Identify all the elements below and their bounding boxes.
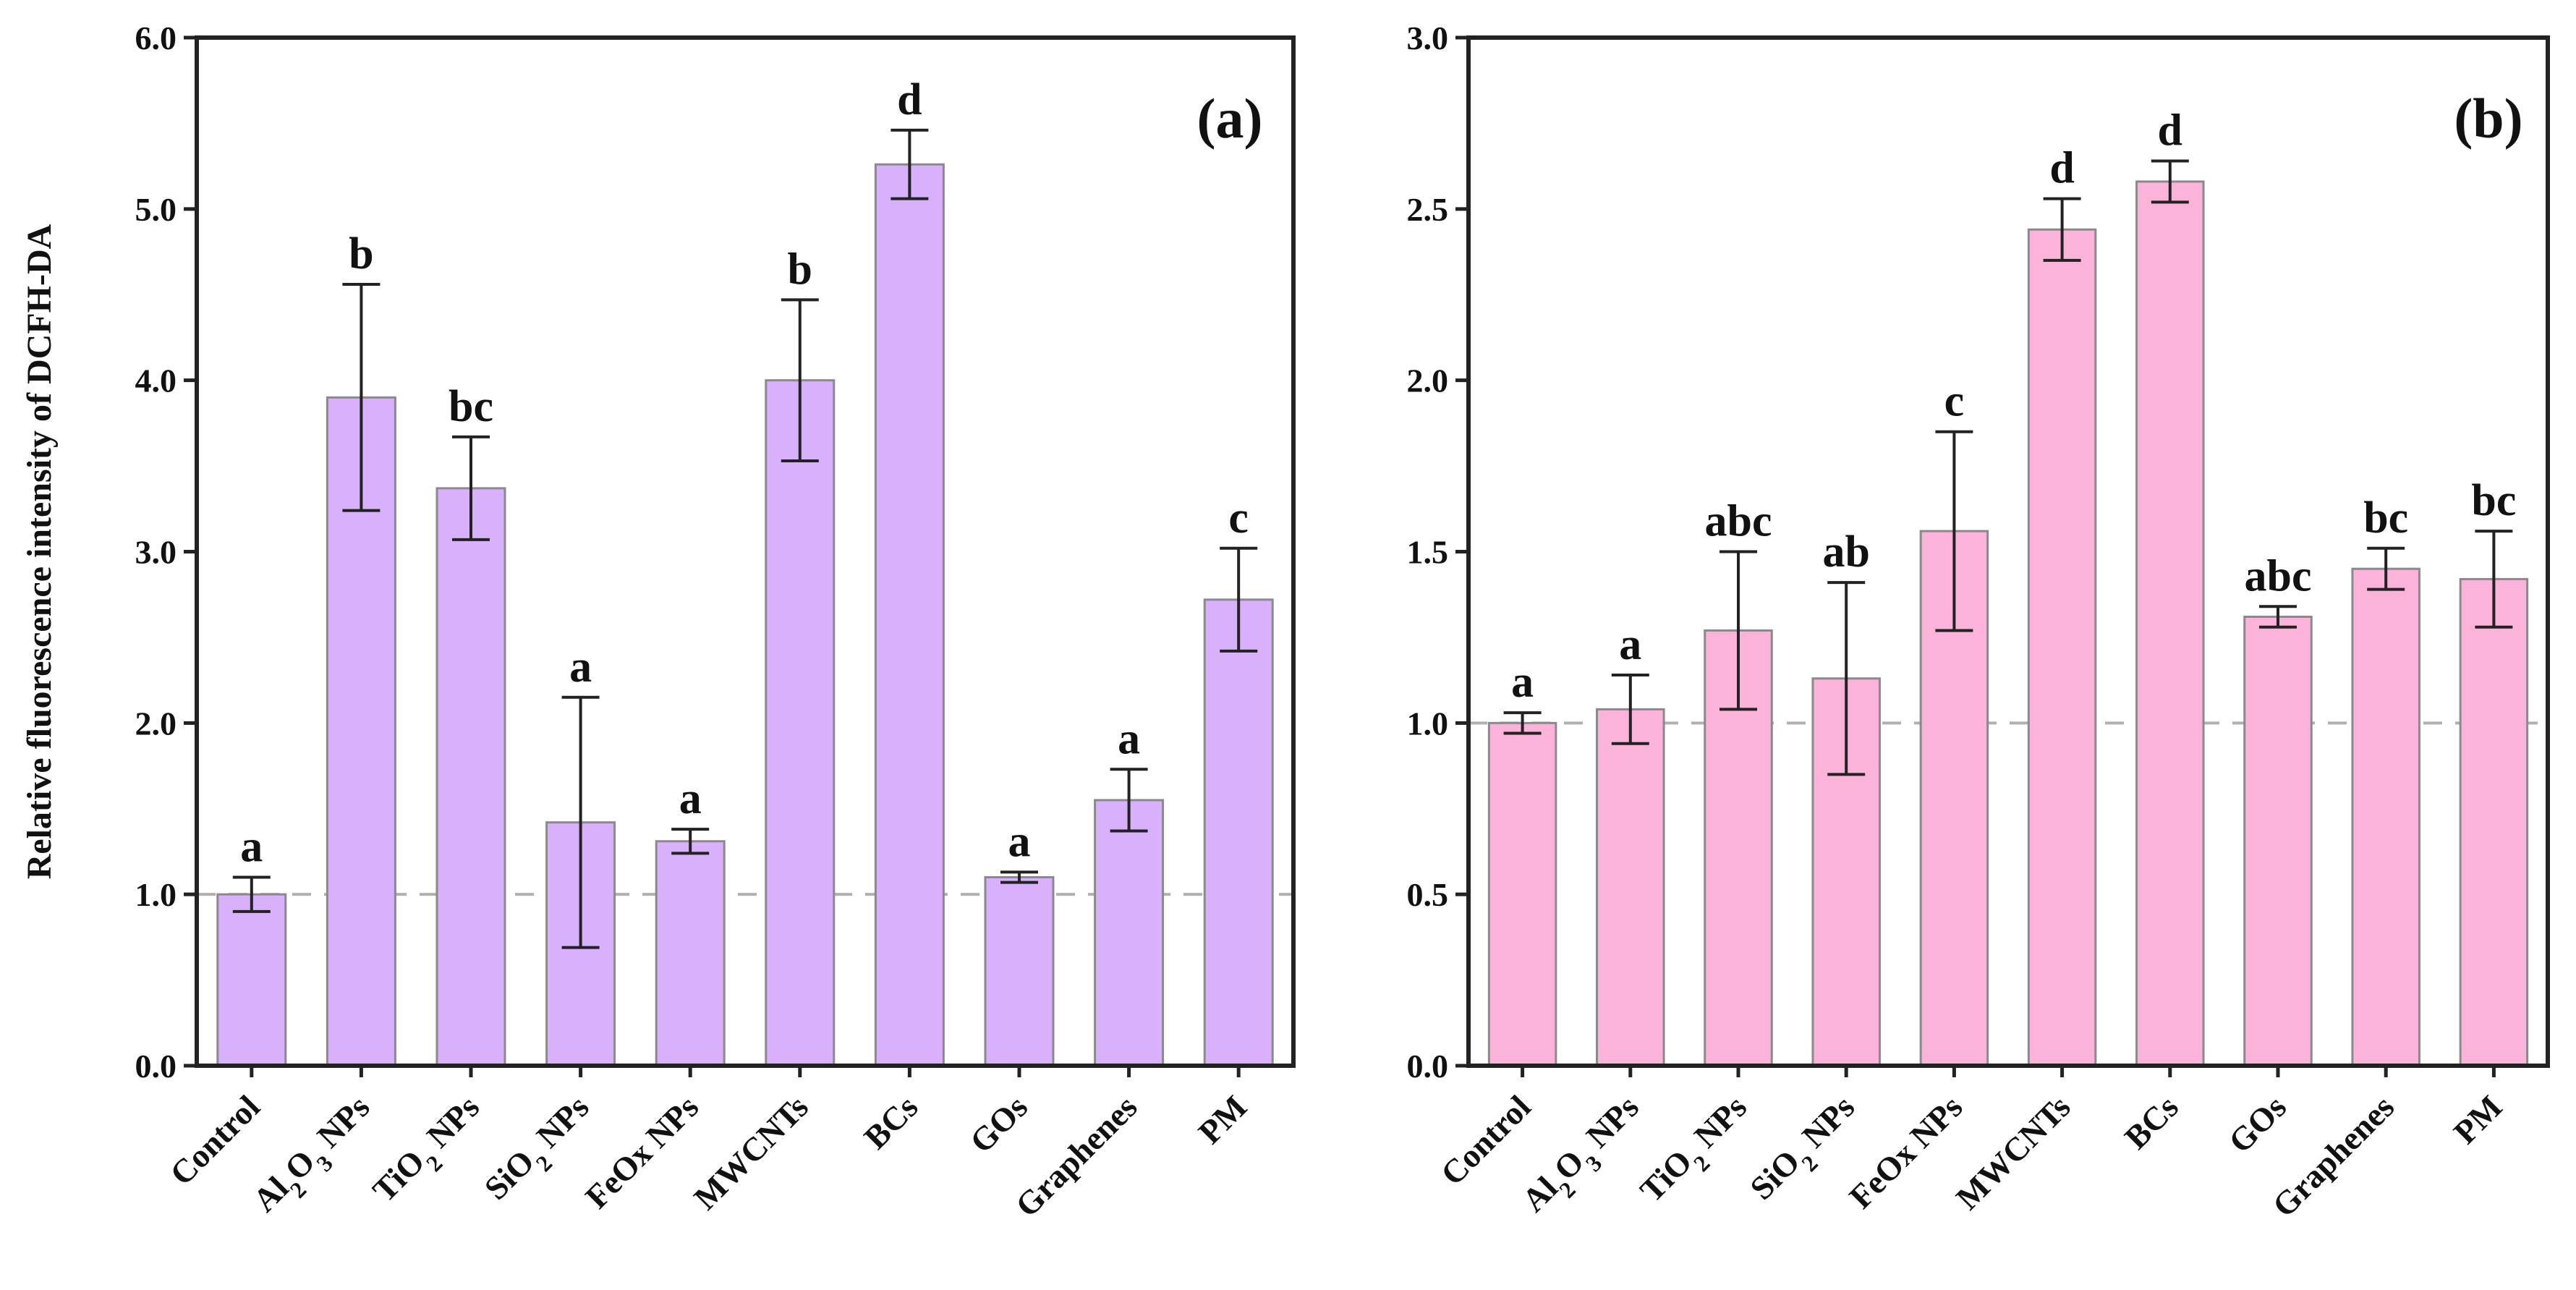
- category-label: BCs: [857, 1088, 925, 1156]
- panel-label: (a): [1197, 87, 1263, 150]
- significance-letter: bc: [2471, 476, 2516, 525]
- category-label: TiO2 NPs: [1633, 1088, 1761, 1217]
- category-label-part: O: [278, 1142, 322, 1187]
- significance-letter: abc: [1705, 497, 1772, 546]
- category-label-part: Al: [246, 1169, 296, 1219]
- bar: [1487, 721, 1557, 1067]
- significance-letter: a: [1118, 714, 1140, 763]
- category-label: PM: [1191, 1088, 1254, 1151]
- significance-letter: a: [240, 822, 263, 871]
- y-tick-label: 5.0: [135, 191, 177, 228]
- significance-letter: c: [1228, 493, 1249, 543]
- bar: [1094, 799, 1165, 1067]
- y-tick-label: 1.0: [135, 876, 177, 913]
- significance-letter: bc: [2363, 493, 2408, 543]
- significance-letter: a: [569, 642, 592, 692]
- category-label: GOs: [963, 1088, 1034, 1160]
- category-label: Control: [163, 1088, 267, 1192]
- bar: [655, 840, 726, 1067]
- y-tick-label: 1.0: [1407, 705, 1449, 742]
- category-label-part: NPs: [414, 1088, 486, 1160]
- category-label-part: TiO: [1633, 1142, 1699, 1209]
- y-tick-label: 4.0: [135, 362, 177, 399]
- category-label-part: PM: [2447, 1088, 2509, 1151]
- y-tick-label: 3.0: [135, 534, 177, 571]
- category-label-part: BCs: [857, 1088, 925, 1156]
- category-label-part: MWCNTs: [686, 1088, 815, 1217]
- bar: [1596, 708, 1665, 1067]
- panel-label: (b): [2454, 87, 2522, 150]
- category-label: MWCNTs: [686, 1088, 815, 1217]
- category-label-part: SiO: [477, 1142, 541, 1206]
- y-axis-title: Relative fluorescence intensity of DCFH-…: [20, 224, 59, 879]
- category-label-part: Control: [1434, 1088, 1538, 1192]
- significance-letter: d: [2158, 106, 2182, 156]
- category-label: MWCNTs: [1949, 1088, 2078, 1217]
- significance-letter: c: [1944, 377, 1965, 426]
- y-tick-label: 0.0: [1407, 1048, 1449, 1085]
- category-label: FeOx NPs: [578, 1088, 705, 1215]
- significance-letter: d: [2049, 144, 2074, 193]
- category-label: Al2O3 NPs: [1515, 1088, 1653, 1226]
- y-tick-label: 6.0: [135, 20, 177, 56]
- category-label: FeOx NPs: [1842, 1088, 1969, 1215]
- significance-letter: ab: [1822, 527, 1869, 577]
- significance-letter: a: [679, 774, 702, 823]
- y-tick-label: 2.0: [1407, 362, 1449, 399]
- category-label-part: SiO: [1743, 1142, 1806, 1206]
- significance-letter: a: [1511, 658, 1534, 707]
- category-label: BCs: [2117, 1088, 2185, 1156]
- category-label: PM: [2447, 1088, 2509, 1151]
- y-tick-label: 0.5: [1407, 876, 1449, 913]
- category-label-part: GOs: [963, 1088, 1034, 1160]
- category-label-part: NPs: [304, 1088, 376, 1160]
- significance-letter: d: [897, 75, 922, 124]
- category-label: Al2O3 NPs: [246, 1088, 384, 1226]
- category-label-part: NPs: [1681, 1088, 1754, 1160]
- category-label-part: BCs: [2117, 1088, 2185, 1156]
- category-label-part: TiO: [365, 1142, 432, 1209]
- y-tick-label: 0.0: [135, 1048, 177, 1085]
- category-label: Control: [1434, 1088, 1538, 1192]
- category-label-part: Al: [1515, 1169, 1565, 1219]
- y-tick-label: 2.0: [135, 705, 177, 742]
- significance-letter: b: [788, 245, 812, 294]
- significance-letter: b: [349, 229, 373, 279]
- category-label-part: NPs: [1789, 1088, 1861, 1160]
- category-label: GOs: [2222, 1088, 2293, 1160]
- significance-letter: bc: [449, 382, 493, 431]
- y-tick-label: 2.5: [1407, 191, 1449, 228]
- category-label-part: NPs: [1573, 1088, 1646, 1160]
- category-label-part: PM: [1191, 1088, 1254, 1151]
- category-label-part: MWCNTs: [1949, 1088, 2078, 1217]
- significance-letter: a: [1619, 620, 1641, 669]
- plot-frame: [1466, 35, 2550, 1068]
- significance-letter: a: [1008, 817, 1031, 866]
- bar: [435, 487, 506, 1067]
- y-tick-label: 1.5: [1407, 534, 1449, 571]
- bar: [984, 875, 1055, 1067]
- significance-letter: abc: [2245, 551, 2312, 601]
- bar: [2459, 577, 2529, 1067]
- bar: [2351, 567, 2420, 1067]
- bar: [216, 893, 287, 1067]
- plot-frame: [195, 35, 1296, 1068]
- category-label-part: Control: [163, 1088, 267, 1192]
- category-label: TiO2 NPs: [365, 1088, 494, 1217]
- category-label-part: O: [1547, 1142, 1591, 1187]
- bar: [2135, 180, 2205, 1067]
- bar: [2243, 615, 2313, 1067]
- category-label-part: FeOx NPs: [1842, 1088, 1969, 1215]
- bar: [874, 163, 945, 1067]
- bar: [765, 379, 836, 1067]
- bar: [2027, 228, 2097, 1067]
- category-label-part: FeOx NPs: [578, 1088, 705, 1215]
- category-label-part: NPs: [523, 1088, 595, 1160]
- category-label-part: GOs: [2222, 1088, 2293, 1160]
- y-tick-label: 3.0: [1407, 20, 1449, 56]
- bar: [1203, 598, 1274, 1067]
